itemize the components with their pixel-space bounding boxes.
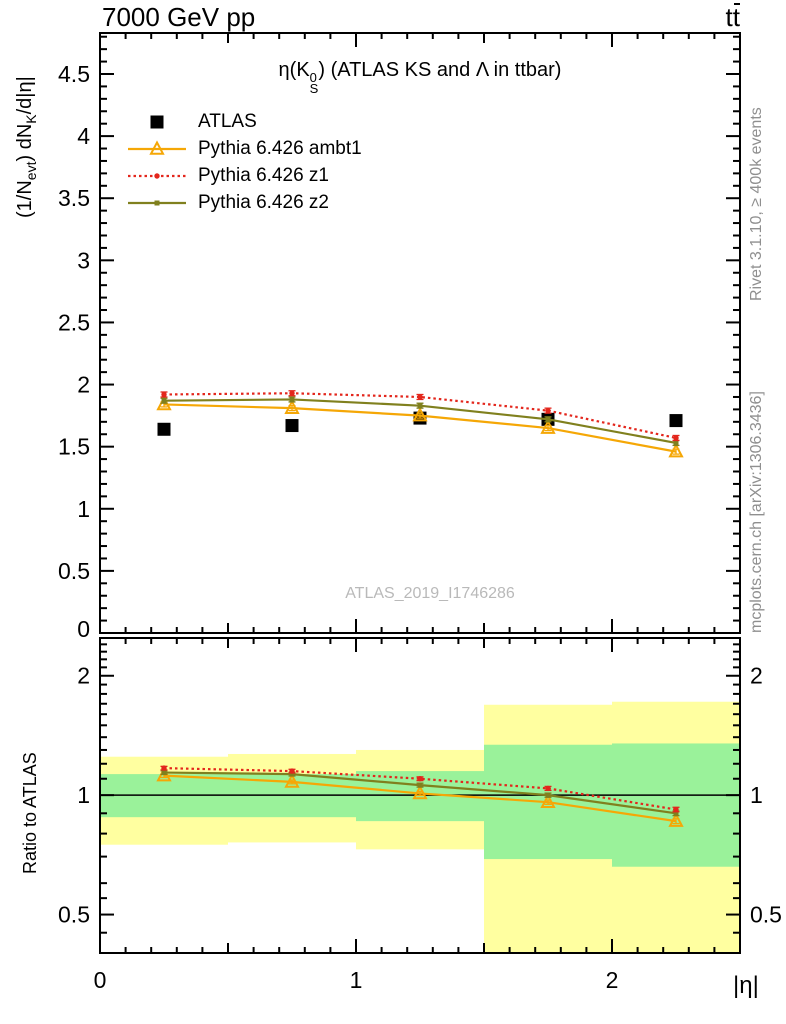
tick-label: 1 xyxy=(750,782,763,808)
data-marker xyxy=(417,394,423,400)
data-marker xyxy=(161,770,167,776)
data-marker xyxy=(154,200,160,205)
data-marker xyxy=(154,172,160,179)
legend-label: Pythia 6.426 ambt1 xyxy=(198,137,362,159)
legend-entry: Pythia 6.426 z2 xyxy=(126,189,362,216)
data-marker xyxy=(161,765,167,771)
data-marker xyxy=(668,443,684,458)
data-marker xyxy=(545,792,551,798)
beam-title: 7000 GeV pp xyxy=(102,2,256,32)
legend-entry: Pythia 6.426 z1 xyxy=(126,162,362,189)
data-marker xyxy=(284,399,300,414)
data-marker xyxy=(545,416,551,422)
rivet-version-note: Rivet 3.1.10, ≥ 400k events xyxy=(748,107,765,301)
data-marker xyxy=(149,139,165,155)
data-marker xyxy=(417,782,423,788)
data-marker xyxy=(289,396,295,402)
main-y-axis-label: (1/Nevt) dNK/d|η| xyxy=(14,76,39,218)
tick-label: 2 xyxy=(77,372,90,398)
tick-label: 0 xyxy=(94,967,107,993)
data-marker xyxy=(289,390,295,396)
data-marker xyxy=(161,398,167,404)
tick-label: 4.5 xyxy=(58,61,90,87)
tick-label: 0.5 xyxy=(58,902,90,928)
data-marker xyxy=(157,422,171,436)
data-marker xyxy=(412,784,428,800)
legend-label: Pythia 6.426 z2 xyxy=(198,191,329,213)
ratio-y-axis-label: Ratio to ATLAS xyxy=(20,752,40,874)
legend: ATLAS Pythia 6.426 ambt1 Pythia 6.426 z1 Py… xyxy=(126,108,362,216)
data-marker xyxy=(150,115,164,128)
analysis-id-watermark: ATLAS_2019_I1746286 xyxy=(345,585,515,602)
data-marker xyxy=(284,773,300,788)
tick-label: 1 xyxy=(77,782,90,808)
data-marker xyxy=(417,403,423,409)
data-marker xyxy=(161,391,167,398)
data-marker xyxy=(673,810,679,816)
data-marker xyxy=(540,419,556,434)
inner-band xyxy=(612,743,740,867)
legend-swatch xyxy=(128,200,186,205)
data-marker xyxy=(545,785,551,792)
data-marker xyxy=(417,776,423,782)
tick-label: 0.5 xyxy=(750,902,782,928)
tick-label: 0 xyxy=(77,616,90,642)
tick-label: 1 xyxy=(77,496,90,522)
tick-label: 2 xyxy=(77,663,90,689)
data-marker xyxy=(673,440,679,446)
tick-label: 4 xyxy=(77,123,90,149)
process-title-t: t xyxy=(725,2,733,32)
data-marker xyxy=(673,806,679,813)
mcplots-reference-note: mcplots.cern.ch [arXiv:1306.3436] xyxy=(748,391,765,633)
tick-label: 2.5 xyxy=(58,309,90,335)
legend-label: ATLAS xyxy=(198,110,257,132)
legend-swatch xyxy=(150,115,164,128)
legend-swatch xyxy=(128,172,186,179)
tick-label: 0.5 xyxy=(58,558,90,584)
tick-label: 1.5 xyxy=(58,434,90,460)
process-title: tt xyxy=(725,2,741,33)
tick-label: 1 xyxy=(350,967,363,993)
legend-label: Pythia 6.426 z1 xyxy=(198,164,329,186)
tick-label: 3.5 xyxy=(58,185,90,211)
plot-title: η(K 0 S) (ATLAS KS and Λ in ttbar) xyxy=(278,59,562,96)
data-marker xyxy=(669,414,683,428)
data-marker xyxy=(412,406,428,422)
data-marker xyxy=(289,768,295,774)
tick-label: 2 xyxy=(750,663,763,689)
legend-entry: Pythia 6.426 ambt1 xyxy=(126,135,362,162)
legend-swatch xyxy=(128,139,186,155)
data-marker xyxy=(668,812,684,827)
legend-entry: ATLAS xyxy=(126,108,362,135)
data-marker xyxy=(545,407,551,414)
data-marker xyxy=(673,435,679,441)
tick-label: 3 xyxy=(77,247,90,273)
main-frame xyxy=(99,32,741,634)
data-marker xyxy=(289,771,295,777)
data-marker xyxy=(285,419,299,433)
data-marker xyxy=(540,793,556,808)
process-title-tbar: t xyxy=(732,2,741,32)
tick-label: 2 xyxy=(606,967,619,993)
x-axis-label: |η| xyxy=(733,972,759,999)
